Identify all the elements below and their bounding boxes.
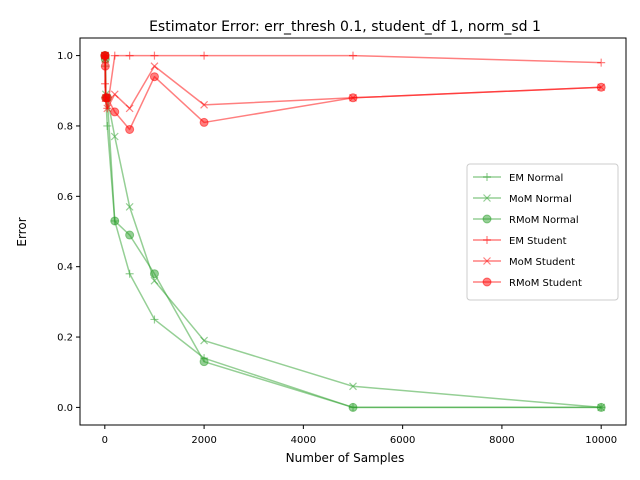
legend-item: RMoM Normal: [473, 214, 579, 226]
x-tick-label: 0: [102, 435, 108, 446]
data-point: [125, 202, 134, 211]
data-point: [125, 230, 135, 240]
y-tick-label: 1.0: [57, 51, 73, 62]
y-tick-label: 0.4: [57, 262, 73, 273]
data-point: [125, 51, 134, 60]
data-point: [125, 124, 135, 134]
axes-frame: [79, 37, 627, 426]
data-point: [150, 51, 159, 60]
data-point: [597, 58, 606, 67]
legend-item: RMoM Student: [473, 277, 582, 289]
legend-item: MoM Student: [473, 257, 575, 268]
data-point: [103, 104, 112, 113]
legend-label: RMoM Student: [509, 278, 582, 289]
series-rmom-student: [100, 51, 606, 134]
x-tick-label: 8000: [489, 435, 514, 446]
y-tick-label: 0.2: [57, 333, 73, 344]
y-axis: 0.0 0.2 0.4 0.6 0.8 1.0: [57, 51, 80, 414]
data-point: [596, 402, 606, 412]
data-point: [102, 93, 112, 103]
legend-label: RMoM Normal: [509, 215, 579, 226]
data-point: [349, 51, 357, 60]
x-tick-label: 6000: [390, 435, 415, 446]
data-point: [348, 93, 358, 103]
chart-title: Estimator Error: err_thresh 0.1, student…: [149, 19, 541, 35]
legend-marker: [483, 194, 491, 202]
data-point: [110, 107, 120, 117]
data-point: [150, 62, 159, 71]
x-axis: 0 2000 4000 6000 8000 10000: [102, 425, 617, 446]
x-tick-label: 10000: [585, 435, 617, 446]
plot-area: [100, 51, 606, 412]
y-axis-label: Error: [15, 217, 29, 246]
data-point: [100, 51, 110, 61]
legend-box: [466, 163, 619, 301]
data-point: [199, 117, 209, 127]
data-point: [150, 315, 159, 324]
legend-item: EM Normal: [473, 173, 563, 184]
series-line: [104, 54, 602, 131]
legend-label: EM Student: [509, 236, 567, 247]
legend-marker: [483, 236, 491, 244]
data-point: [348, 402, 358, 412]
data-point: [149, 72, 159, 82]
legend-marker: [483, 173, 491, 181]
data-point: [200, 100, 209, 109]
y-tick-label: 0.6: [57, 192, 73, 203]
legend-item: EM Student: [473, 236, 567, 247]
x-tick-label: 4000: [291, 435, 316, 446]
data-point: [103, 121, 112, 130]
data-point: [200, 51, 209, 60]
legend: EM Normal MoM Normal RMoM Normal EM Student…: [466, 163, 619, 301]
legend-label: MoM Student: [509, 257, 575, 268]
data-point: [125, 269, 134, 278]
data-point: [110, 90, 119, 99]
data-point: [125, 104, 134, 113]
series-em-student: [100, 51, 606, 113]
x-axis-label: Number of Samples: [286, 451, 405, 465]
y-tick-label: 0.8: [57, 121, 73, 132]
data-point: [110, 51, 119, 60]
data-point: [349, 382, 357, 391]
data-point: [149, 269, 159, 279]
legend-marker: [482, 277, 492, 287]
y-tick-label: 0.0: [57, 403, 73, 414]
data-point: [596, 82, 606, 92]
legend-label: MoM Normal: [509, 194, 572, 205]
legend-marker: [483, 257, 491, 265]
data-point: [199, 357, 209, 367]
data-point: [110, 216, 120, 226]
x-tick-label: 2000: [191, 435, 216, 446]
legend-marker: [482, 214, 492, 224]
data-point: [100, 61, 110, 71]
legend-label: EM Normal: [509, 173, 563, 184]
data-point: [200, 336, 209, 345]
legend-item: MoM Normal: [473, 194, 572, 205]
data-point: [110, 132, 119, 141]
